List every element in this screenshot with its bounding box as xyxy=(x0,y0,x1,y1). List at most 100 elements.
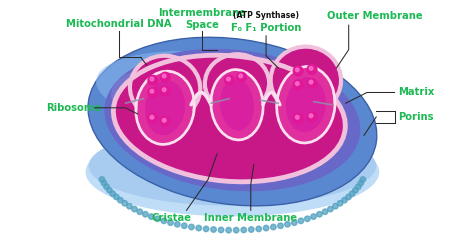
Circle shape xyxy=(162,118,166,122)
Circle shape xyxy=(148,214,154,219)
Ellipse shape xyxy=(85,128,379,216)
Circle shape xyxy=(358,180,364,186)
Ellipse shape xyxy=(111,60,332,146)
Circle shape xyxy=(356,184,361,190)
Circle shape xyxy=(150,115,154,119)
Circle shape xyxy=(333,203,338,209)
Circle shape xyxy=(248,227,254,232)
Text: Inner Membrane: Inner Membrane xyxy=(204,213,297,223)
Circle shape xyxy=(307,78,317,88)
Circle shape xyxy=(161,218,167,223)
Circle shape xyxy=(225,75,234,85)
Circle shape xyxy=(293,80,303,90)
Circle shape xyxy=(174,222,180,227)
Circle shape xyxy=(346,194,351,200)
Circle shape xyxy=(104,184,109,190)
Circle shape xyxy=(293,114,303,123)
Circle shape xyxy=(342,197,347,203)
Circle shape xyxy=(353,187,358,193)
Circle shape xyxy=(160,72,170,82)
Circle shape xyxy=(337,201,343,206)
Circle shape xyxy=(132,206,137,212)
Ellipse shape xyxy=(286,77,326,132)
Circle shape xyxy=(328,206,333,212)
Text: Outer Membrane: Outer Membrane xyxy=(327,11,422,21)
Circle shape xyxy=(271,224,276,230)
Circle shape xyxy=(278,223,283,228)
Circle shape xyxy=(307,65,317,74)
Circle shape xyxy=(237,72,246,82)
Text: Ribosome: Ribosome xyxy=(46,103,101,113)
Circle shape xyxy=(203,226,209,232)
Circle shape xyxy=(122,201,128,206)
Circle shape xyxy=(317,211,322,217)
Ellipse shape xyxy=(104,49,360,191)
Circle shape xyxy=(311,214,316,219)
Ellipse shape xyxy=(89,126,376,206)
Circle shape xyxy=(295,82,299,86)
Circle shape xyxy=(148,75,158,85)
Circle shape xyxy=(293,66,303,76)
Circle shape xyxy=(264,225,269,231)
Circle shape xyxy=(143,211,148,217)
Circle shape xyxy=(241,227,246,233)
Ellipse shape xyxy=(96,51,332,134)
Ellipse shape xyxy=(272,48,339,112)
Ellipse shape xyxy=(206,56,268,111)
Circle shape xyxy=(196,225,201,231)
Ellipse shape xyxy=(137,73,193,143)
Text: F₀ F₁ Portion: F₀ F₁ Portion xyxy=(231,23,301,33)
Circle shape xyxy=(227,77,230,81)
Ellipse shape xyxy=(145,80,185,135)
Circle shape xyxy=(148,88,158,97)
Circle shape xyxy=(305,216,310,222)
Ellipse shape xyxy=(220,79,254,131)
Circle shape xyxy=(150,77,154,81)
Circle shape xyxy=(99,177,105,182)
Circle shape xyxy=(307,112,317,122)
Circle shape xyxy=(256,226,262,232)
Circle shape xyxy=(292,220,297,225)
Circle shape xyxy=(298,218,304,223)
Circle shape xyxy=(101,180,107,186)
Text: Mitochondrial DNA: Mitochondrial DNA xyxy=(66,19,172,29)
Circle shape xyxy=(118,197,123,203)
Circle shape xyxy=(309,80,313,84)
Circle shape xyxy=(295,115,299,119)
Circle shape xyxy=(160,86,170,96)
Ellipse shape xyxy=(278,68,334,141)
Text: Matrix: Matrix xyxy=(398,87,434,97)
Circle shape xyxy=(295,68,299,72)
Text: Porins: Porins xyxy=(398,112,433,122)
Circle shape xyxy=(189,224,194,230)
Ellipse shape xyxy=(115,57,344,180)
Circle shape xyxy=(285,222,290,227)
Circle shape xyxy=(148,114,158,123)
Circle shape xyxy=(155,216,160,222)
Ellipse shape xyxy=(88,37,377,206)
Ellipse shape xyxy=(212,71,262,138)
Circle shape xyxy=(114,194,119,200)
Circle shape xyxy=(226,228,231,233)
Text: Intermembrane
Space: Intermembrane Space xyxy=(158,9,246,30)
Circle shape xyxy=(233,228,239,233)
Circle shape xyxy=(162,74,166,78)
Circle shape xyxy=(309,114,313,118)
Circle shape xyxy=(219,227,224,233)
Circle shape xyxy=(162,88,166,91)
Circle shape xyxy=(137,209,143,214)
Circle shape xyxy=(160,117,170,127)
Circle shape xyxy=(107,187,112,193)
Circle shape xyxy=(150,89,154,93)
Circle shape xyxy=(168,220,173,225)
Circle shape xyxy=(127,203,132,209)
Ellipse shape xyxy=(131,57,199,118)
Circle shape xyxy=(239,74,243,78)
Circle shape xyxy=(360,177,365,182)
Text: (ATP Synthase): (ATP Synthase) xyxy=(233,11,299,20)
Circle shape xyxy=(211,227,216,232)
Circle shape xyxy=(182,223,187,228)
Text: Cristae: Cristae xyxy=(151,213,191,223)
Circle shape xyxy=(322,209,328,214)
Circle shape xyxy=(309,67,313,70)
